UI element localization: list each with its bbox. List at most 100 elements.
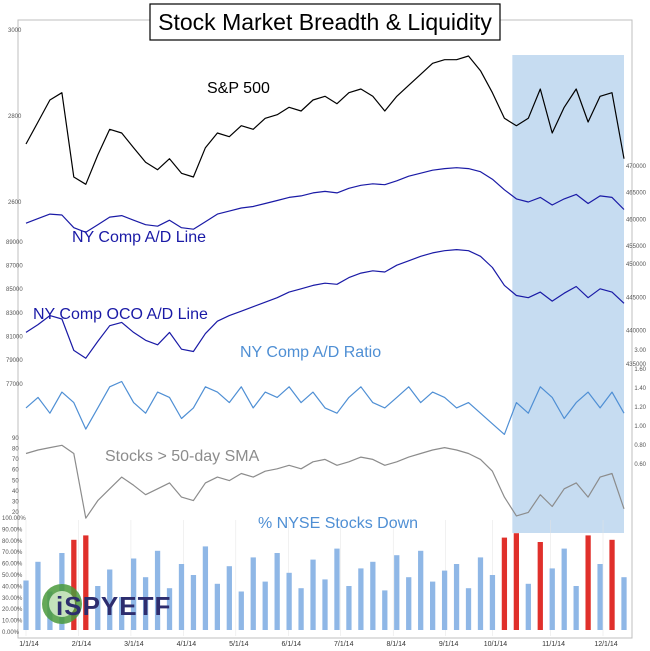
sma-axis-tick: 40 [12, 489, 19, 495]
label-ad-line: NY Comp A/D Line [72, 229, 206, 246]
down-bar [298, 588, 304, 630]
down-bar [549, 568, 555, 630]
down-axis-tick: 60.00% [2, 562, 23, 568]
sma-axis-tick: 80 [12, 447, 19, 453]
down-bar [35, 561, 41, 630]
down-axis-tick: 90.00% [2, 527, 23, 533]
down-bar [358, 568, 364, 630]
down-bar [394, 555, 400, 630]
chart-title: Stock Market Breadth & Liquidity [158, 9, 492, 35]
label-sma50: Stocks > 50-day SMA [105, 448, 260, 465]
down-bar [310, 559, 316, 630]
oco-axis-tick: 81000 [6, 334, 23, 340]
sp500-axis-tick: 2800 [8, 114, 22, 120]
oco-axis-tick: 85000 [6, 287, 23, 293]
down-axis-tick: 80.00% [2, 539, 23, 545]
oco-axis-tick: 87000 [6, 264, 23, 270]
down-bar [597, 564, 603, 630]
down-bar [214, 583, 220, 630]
sma-axis-tick: 70 [12, 457, 19, 463]
down-axis-tick: 20.00% [2, 607, 23, 613]
x-tick-label: 7/1/14 [334, 641, 354, 648]
sp500-line [25, 55, 625, 185]
label-nyse-down: % NYSE Stocks Down [258, 515, 418, 532]
down-axis-tick: 50.00% [2, 573, 23, 579]
down-bar [441, 570, 448, 630]
down-bar [95, 586, 101, 630]
down-bar [334, 548, 340, 630]
sma50-line [25, 444, 625, 519]
x-tick-label: 8/1/14 [386, 641, 406, 648]
down-bar [370, 561, 376, 630]
down-bar [23, 580, 29, 630]
down-bar [262, 581, 268, 630]
down-bar [190, 575, 197, 630]
down-bar [453, 564, 460, 630]
oco-right-tick: 440000 [626, 329, 647, 335]
down-axis-tick: 10.00% [2, 619, 23, 625]
down-bar [71, 539, 77, 630]
oco-right-tick: 435000 [626, 362, 647, 368]
oco-right-tick: 450000 [626, 262, 647, 268]
down-bar [286, 572, 292, 630]
oco-axis-tick: 83000 [6, 311, 23, 317]
down-bar [430, 581, 436, 630]
x-tick-label: 12/1/14 [594, 641, 617, 648]
oco-right-tick: 445000 [626, 295, 647, 301]
ratio-axis-tick: 3.00 [634, 348, 646, 354]
down-axis-tick: 100.00% [2, 516, 26, 522]
down-bar [250, 557, 256, 630]
axis-tick-labels: 3000 2800 2600 89000 87000 85000 83000 81000 790… [2, 28, 647, 636]
oco-axis-tick: 89000 [6, 240, 23, 246]
down-bar [322, 579, 328, 630]
sma-axis-tick: 50 [12, 478, 19, 484]
ad-line [25, 167, 625, 233]
sma-axis-tick: 90 [12, 436, 19, 442]
series-lines [25, 55, 625, 519]
down-bar [83, 535, 89, 630]
title-box [149, 3, 501, 41]
ratio-axis-tick: 1.60 [634, 367, 646, 373]
down-bar [154, 550, 161, 630]
ad-axis-tick: 470000 [626, 164, 647, 170]
ad-axis-tick: 455000 [626, 244, 647, 250]
x-tick-label: 3/1/14 [124, 641, 144, 648]
down-bar [238, 591, 244, 630]
down-bar [525, 583, 531, 630]
down-bar [513, 533, 519, 630]
down-bar [178, 564, 185, 630]
ad-axis-tick: 465000 [626, 191, 647, 197]
down-axis-tick: 40.00% [2, 584, 23, 590]
ratio-axis-tick: 1.00 [634, 424, 646, 430]
down-bar [609, 539, 615, 630]
down-bar [501, 537, 508, 630]
down-bar [274, 553, 280, 630]
nyse-down-bars [23, 533, 627, 630]
down-bar [382, 590, 388, 630]
down-axis-tick: 30.00% [2, 596, 23, 602]
down-bar [537, 542, 543, 630]
ratio-axis-tick: 0.80 [634, 443, 646, 449]
x-tick-label: 4/1/14 [177, 641, 197, 648]
ratio-left-tick: 77000 [6, 382, 23, 388]
down-bar [202, 546, 209, 630]
sma-axis-tick: 30 [12, 499, 19, 505]
down-bar [489, 575, 496, 630]
ad-axis-tick: 460000 [626, 217, 647, 223]
logo-text: iSPYETF [56, 591, 171, 621]
ratio-axis-tick: 1.20 [634, 405, 646, 411]
ad-ratio-line [25, 380, 625, 435]
down-bar [119, 597, 125, 630]
x-tick-label: 10/1/14 [484, 641, 507, 648]
highlight-band [512, 55, 624, 533]
down-bar [465, 588, 472, 630]
x-tick-label: 11/1/14 [542, 641, 565, 648]
x-tick-label: 9/1/14 [439, 641, 459, 648]
down-bar [573, 586, 579, 630]
down-bar [406, 577, 412, 630]
label-sp500: S&P 500 [207, 80, 270, 97]
x-tick-label: 6/1/14 [282, 641, 302, 648]
down-axis-tick: 0.00% [2, 630, 20, 636]
down-bar [477, 557, 484, 630]
